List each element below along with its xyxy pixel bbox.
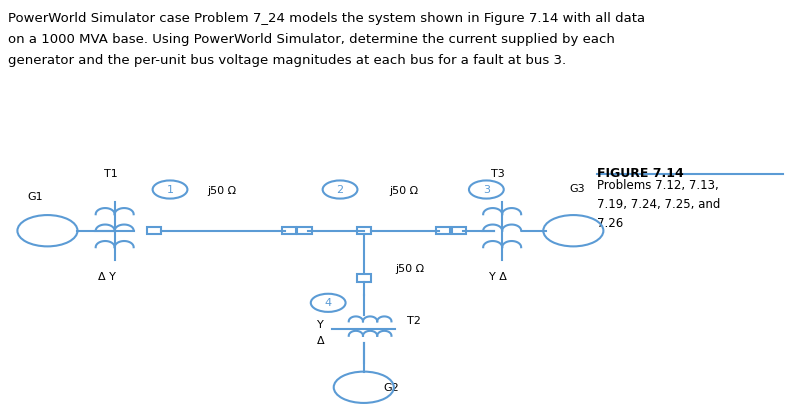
Bar — [436, 227, 450, 234]
Text: j50 Ω: j50 Ω — [207, 186, 236, 196]
Bar — [297, 227, 312, 234]
Bar — [356, 274, 371, 282]
Text: Y Δ: Y Δ — [490, 272, 507, 282]
Text: 2: 2 — [336, 185, 343, 194]
Text: Problems 7.12, 7.13,
7.19, 7.24, 7.25, and
7.26: Problems 7.12, 7.13, 7.19, 7.24, 7.25, a… — [597, 179, 721, 230]
Text: G1: G1 — [27, 192, 44, 202]
Text: Y: Y — [317, 320, 324, 330]
Text: 4: 4 — [325, 298, 332, 308]
Bar — [356, 227, 371, 234]
Bar — [281, 227, 296, 234]
Bar — [452, 227, 465, 234]
Text: Δ Y: Δ Y — [98, 272, 116, 282]
Bar — [147, 227, 162, 234]
Text: FIGURE 7.14: FIGURE 7.14 — [597, 167, 684, 180]
Text: j50 Ω: j50 Ω — [395, 264, 424, 274]
Text: T3: T3 — [491, 169, 505, 179]
Text: G2: G2 — [384, 383, 399, 393]
Text: PowerWorld Simulator case Problem 7_24 models the system shown in Figure 7.14 wi: PowerWorld Simulator case Problem 7_24 m… — [8, 12, 645, 67]
Text: 3: 3 — [483, 185, 490, 194]
Text: T1: T1 — [104, 169, 118, 179]
Text: G3: G3 — [570, 184, 585, 194]
Text: j50 Ω: j50 Ω — [389, 186, 418, 196]
Text: 1: 1 — [166, 185, 174, 194]
Text: Δ: Δ — [317, 336, 324, 346]
Text: T2: T2 — [407, 316, 421, 326]
